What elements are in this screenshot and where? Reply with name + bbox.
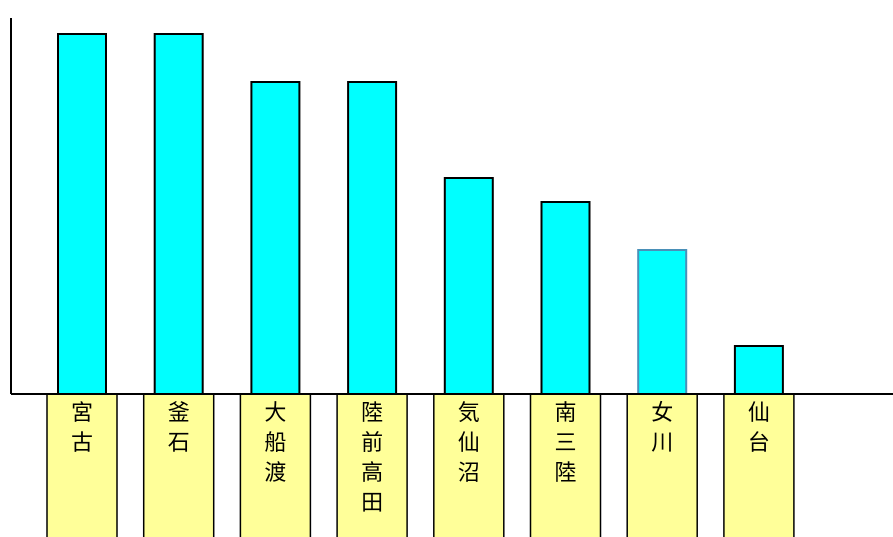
category-label-box <box>529 393 602 537</box>
category-label: 南三陸 <box>554 401 576 486</box>
category-label: 宮古 <box>71 401 93 456</box>
category-label-box <box>723 393 795 537</box>
category-label: 陸前高田 <box>361 401 383 516</box>
bar <box>733 345 784 395</box>
bar <box>57 33 107 395</box>
category-label: 大船渡 <box>264 401 286 486</box>
category-label-boxes <box>46 393 795 537</box>
bar <box>443 177 494 395</box>
category-label-box <box>336 393 408 537</box>
bar <box>153 33 204 395</box>
category-label-box <box>46 393 118 537</box>
axes-group <box>10 18 893 395</box>
bar <box>540 201 591 395</box>
bar <box>250 81 301 395</box>
category-label: 釜石 <box>168 401 190 456</box>
category-label: 気仙沼 <box>458 401 480 486</box>
bars-group <box>57 33 784 395</box>
category-label-box <box>626 393 698 537</box>
category-labels: 宮古 釜石 大船渡 陸前高田 気仙沼 南三陸 女川 仙台 <box>71 401 770 516</box>
category-label-box <box>433 393 505 537</box>
category-label-box <box>239 393 312 537</box>
bar <box>347 81 398 395</box>
category-label: 女川 <box>651 401 673 456</box>
category-label-box <box>142 393 215 537</box>
category-label: 仙台 <box>748 401 770 456</box>
bar <box>637 249 688 395</box>
